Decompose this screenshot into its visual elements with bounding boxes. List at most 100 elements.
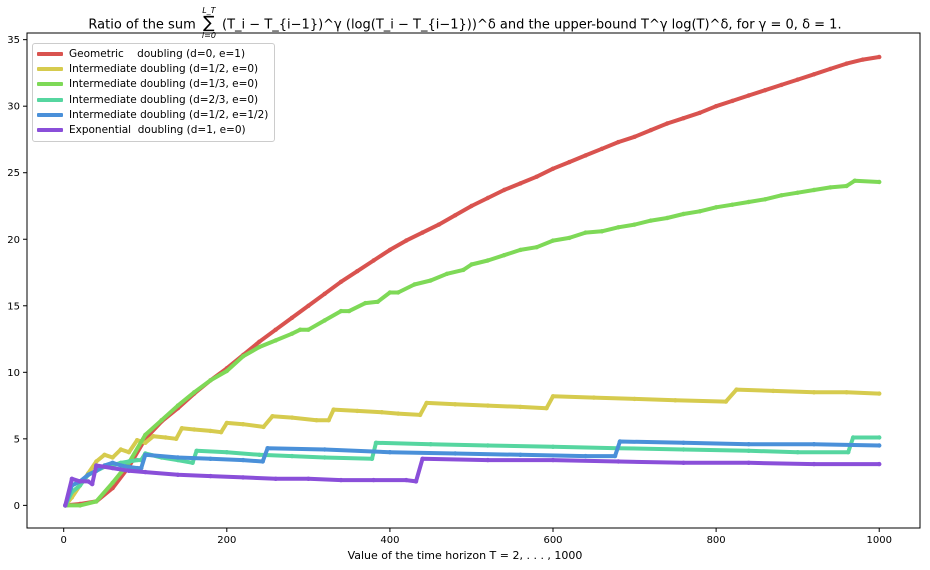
data-point [518, 247, 523, 253]
data-point [289, 315, 295, 320]
legend-swatch [37, 112, 63, 117]
data-point [599, 229, 605, 234]
data-point [469, 203, 474, 209]
data-point [550, 457, 556, 463]
series-lines [63, 54, 882, 508]
data-point [846, 450, 851, 455]
data-point [179, 426, 185, 431]
title-expression: (T_i − T_{i−1})^γ (log(T_i − T_{i−1}))^δ… [222, 17, 842, 33]
data-point [175, 403, 181, 408]
data-point [110, 465, 115, 471]
title-sum-symbol: ∑ [203, 13, 215, 33]
data-point [420, 456, 425, 461]
data-point [94, 463, 99, 468]
data-point [273, 327, 278, 332]
data-point [338, 477, 344, 483]
data-point [208, 428, 213, 434]
data-point [387, 450, 393, 455]
data-point [550, 238, 556, 243]
data-point [616, 225, 621, 230]
data-point [583, 453, 588, 459]
y-tick-label: 35 [7, 35, 20, 46]
data-point [143, 452, 148, 457]
data-point [746, 442, 751, 447]
title-sum-lower: i=0 [201, 31, 216, 40]
data-point [102, 452, 107, 457]
x-axis-label: Value of the time horizon T = 2, . . . ,… [347, 549, 583, 562]
data-point [877, 179, 882, 185]
legend-item: Intermediate doubling (d=1/2, e=1/2) [37, 107, 268, 122]
data-point [518, 404, 523, 410]
data-point [110, 460, 115, 465]
data-point [208, 473, 213, 479]
data-point [648, 218, 654, 223]
series-line [63, 456, 882, 508]
data-point [453, 451, 458, 456]
data-point [420, 230, 425, 235]
data-point [338, 279, 344, 284]
data-point [289, 453, 295, 459]
data-point [306, 476, 311, 481]
legend-label: Intermediate doubling (d=1/2, e=0) [69, 62, 259, 75]
data-point [134, 465, 140, 471]
data-point [583, 230, 588, 235]
data-point [240, 354, 246, 359]
data-point [485, 258, 490, 263]
data-point [612, 453, 618, 459]
data-point [404, 477, 409, 483]
data-point [143, 432, 148, 438]
data-point [371, 477, 376, 483]
data-point [77, 503, 83, 508]
data-point [265, 446, 270, 451]
data-point [697, 110, 702, 116]
y-tick-label: 15 [7, 301, 20, 312]
title-prefix: Ratio of the sum [88, 17, 196, 33]
data-point [424, 400, 429, 406]
data-point [118, 447, 124, 452]
data-point [395, 290, 401, 295]
data-point [713, 104, 719, 109]
data-point [118, 463, 124, 468]
data-point [734, 387, 739, 392]
data-point [63, 503, 68, 508]
data-point [616, 459, 621, 464]
data-point [289, 415, 295, 420]
y-tick-label: 30 [7, 102, 20, 113]
legend-label: Intermediate doubling (d=1/3, e=0) [69, 78, 259, 91]
data-point [314, 418, 319, 423]
x-tick-label: 600 [543, 535, 562, 546]
data-point [163, 435, 168, 440]
data-point [713, 205, 719, 210]
data-point [550, 166, 556, 171]
data-point [110, 480, 115, 485]
data-point [681, 116, 686, 121]
series-3 [63, 178, 882, 508]
data-point [681, 211, 686, 217]
data-point [599, 146, 605, 151]
data-point [240, 475, 246, 480]
data-point [413, 479, 419, 484]
data-point [632, 134, 637, 139]
series-line [63, 178, 882, 508]
legend-label: Intermediate doubling (d=1/2, e=1/2) [69, 108, 269, 121]
data-point [591, 395, 596, 400]
data-point [877, 435, 882, 440]
title-sum-operator: L_T ∑ i=0 [202, 6, 216, 40]
legend-item: Geometric doubling (d=0, e=1) [37, 46, 268, 61]
data-point [151, 434, 156, 439]
data-point [77, 483, 83, 488]
data-point [240, 422, 246, 427]
data-point [795, 77, 800, 82]
x-tick-label: 1000 [866, 535, 891, 546]
legend-item: Intermediate doubling (d=1/3, e=0) [37, 77, 268, 92]
data-point [850, 435, 856, 440]
data-point [331, 407, 336, 412]
data-point [811, 187, 817, 193]
data-point [746, 199, 751, 205]
data-point [322, 318, 327, 323]
data-point [412, 282, 417, 287]
y-tick-label: 0 [14, 501, 20, 512]
data-point [192, 390, 197, 395]
series-line [63, 387, 882, 508]
x-tick-label: 400 [380, 535, 399, 546]
